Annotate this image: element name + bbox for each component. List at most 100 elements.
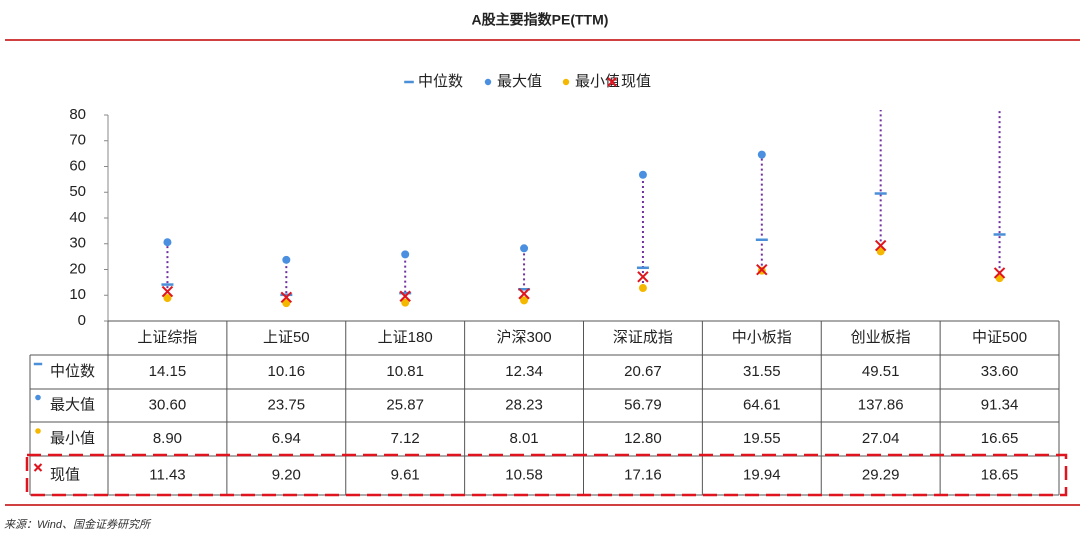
dot-mark xyxy=(282,255,291,264)
highlight-box xyxy=(25,453,1068,497)
table-cell: 28.23 xyxy=(505,396,543,413)
legend-label: 最大值 xyxy=(497,73,542,90)
cross-mark xyxy=(518,288,530,300)
dot-mark xyxy=(876,247,885,256)
table-cell: 18.65 xyxy=(981,466,1019,483)
table-cell: 16.65 xyxy=(981,430,1019,447)
table-cell: 11.43 xyxy=(149,466,185,483)
cross-stroke xyxy=(33,463,43,472)
table-header: 中证500 xyxy=(972,329,1027,346)
cross-mark xyxy=(607,77,617,87)
table-cell: 64.61 xyxy=(743,396,781,413)
dot-mark xyxy=(401,298,410,307)
cross-stroke xyxy=(637,271,649,283)
cross-mark xyxy=(637,271,649,283)
y-tick-label: 50 xyxy=(69,183,86,200)
y-tick-label: 40 xyxy=(69,209,86,226)
cross-stroke xyxy=(518,288,530,300)
cross-mark xyxy=(756,263,768,276)
table-cell: 9.61 xyxy=(391,466,420,483)
y-tick-label: 70 xyxy=(69,132,86,149)
dot-mark xyxy=(282,299,291,308)
table-cell: 30.60 xyxy=(149,396,187,413)
table-cell: 23.75 xyxy=(268,396,306,413)
dot-mark xyxy=(163,238,172,247)
plot-area xyxy=(161,82,1006,308)
cross-stroke xyxy=(280,291,293,304)
table-cell: 10.16 xyxy=(268,363,306,380)
table-cell: 91.34 xyxy=(981,396,1019,413)
dot-mark xyxy=(163,294,172,303)
table-cell: 25.87 xyxy=(386,396,424,413)
table-cell: 56.79 xyxy=(624,396,662,413)
dot-mark xyxy=(520,244,529,253)
cross-mark xyxy=(993,267,1006,279)
dot-mark xyxy=(638,284,647,293)
dot-mark xyxy=(757,150,766,159)
table-cell: 17.16 xyxy=(624,466,662,483)
cross-stroke xyxy=(161,285,174,298)
y-tick-label: 80 xyxy=(69,106,86,123)
cross-stroke xyxy=(874,239,887,252)
dot-mark xyxy=(401,250,410,259)
cross-mark xyxy=(33,463,43,472)
table-cell: 49.51 xyxy=(862,363,900,380)
table-cell: 7.12 xyxy=(391,430,420,447)
table-header: 上证综指 xyxy=(137,329,197,346)
table-cell: 12.34 xyxy=(505,363,543,380)
legend-label: 现值 xyxy=(621,73,651,90)
table-cell: 14.15 xyxy=(149,363,187,380)
dot-mark xyxy=(520,296,529,305)
table-header: 创业板指 xyxy=(851,328,911,346)
dot-mark xyxy=(562,78,570,86)
dot-mark xyxy=(35,394,41,401)
legend-item: 最大值 xyxy=(484,73,542,90)
table-header: 深证成指 xyxy=(613,329,673,346)
table-header: 沪深300 xyxy=(497,329,552,346)
chart-title: A股主要指数PE(TTM) xyxy=(472,12,609,28)
table-cell: 20.67 xyxy=(624,363,662,380)
table-header: 上证180 xyxy=(378,329,433,346)
y-tick-label: 30 xyxy=(69,235,86,252)
dot-mark xyxy=(35,428,41,434)
table-cell: 6.94 xyxy=(272,430,301,447)
table-header: 中小板指 xyxy=(732,328,792,346)
legend-item: 中位数 xyxy=(404,73,463,90)
dot-mark xyxy=(484,78,492,86)
table-cell: 10.81 xyxy=(386,363,424,380)
source: 来源：Wind、国金证券研究所 xyxy=(4,518,152,531)
table-cell: 19.55 xyxy=(743,430,781,447)
table-cell: 27.04 xyxy=(862,430,900,447)
table-cell: 8.01 xyxy=(509,430,538,447)
table-cell: 33.60 xyxy=(981,363,1019,380)
cross-stroke xyxy=(993,267,1006,279)
dot-mark xyxy=(996,82,1004,90)
row-label: 最大值 xyxy=(50,396,95,413)
table-cell: 29.29 xyxy=(862,466,900,483)
row-label: 最小值 xyxy=(50,430,95,447)
table-cell: 10.58 xyxy=(505,466,543,483)
table-header: 上证50 xyxy=(263,329,310,346)
table-cell: 19.94 xyxy=(743,466,781,483)
cross-mark xyxy=(399,290,411,302)
y-tick-label: 0 xyxy=(78,312,86,329)
y-tick-label: 60 xyxy=(69,157,86,174)
table-cell: 137.86 xyxy=(858,396,904,413)
cross-stroke xyxy=(399,290,411,302)
row-label: 现值 xyxy=(50,466,80,483)
table-cell: 9.20 xyxy=(272,466,301,483)
legend-label: 中位数 xyxy=(418,73,463,90)
y-tick-label: 20 xyxy=(69,260,86,277)
table-cell: 12.80 xyxy=(624,430,662,447)
row-label: 中位数 xyxy=(50,363,95,380)
cross-mark xyxy=(874,239,887,252)
legend-item: 现值 xyxy=(607,73,651,90)
table-cell: 31.55 xyxy=(743,363,781,380)
cross-mark xyxy=(280,291,293,304)
table-cell: 8.90 xyxy=(153,430,182,447)
y-tick-label: 10 xyxy=(69,286,86,303)
dot-mark xyxy=(638,170,647,179)
cross-mark xyxy=(161,285,174,298)
cross-stroke xyxy=(607,77,617,87)
